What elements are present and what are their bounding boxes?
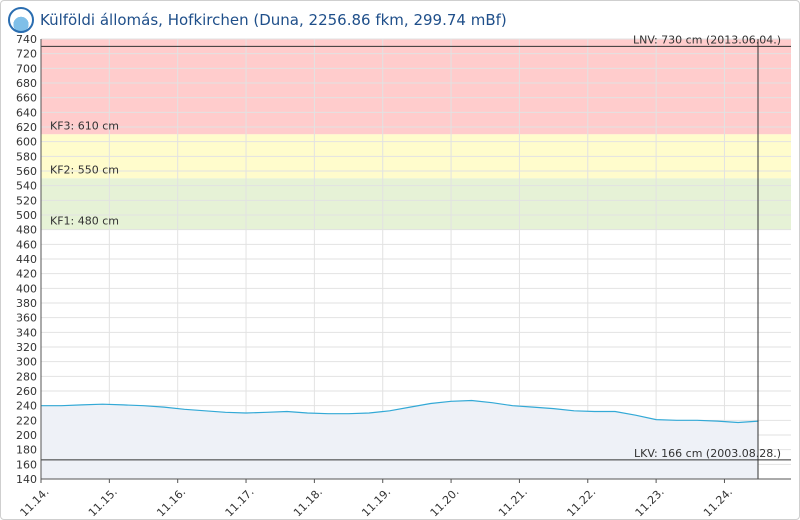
y-tick-label: 560 [16, 165, 37, 178]
y-tick-label: 500 [16, 209, 37, 222]
x-tick-label: 11.17. [223, 485, 257, 519]
ovf-logo-icon [8, 7, 34, 33]
y-tick-label: 340 [16, 326, 37, 339]
y-tick-label: 700 [16, 62, 37, 75]
y-tick-label: 480 [16, 224, 37, 237]
y-tick-label: 600 [16, 136, 37, 149]
x-tick-label: 11.24. [701, 485, 735, 519]
y-tick-label: 180 [16, 444, 37, 457]
alert-band-1 [41, 178, 791, 230]
alert-band-label: KF3: 610 cm [50, 119, 119, 132]
x-tick-label: 11.19. [359, 485, 393, 519]
y-tick-label: 520 [16, 194, 37, 207]
chart-header: Külföldi állomás, Hofkirchen (Duna, 2256… [8, 6, 507, 34]
chart-title: Külföldi állomás, Hofkirchen (Duna, 2256… [40, 11, 507, 29]
x-tick-label: 11.21. [496, 485, 530, 519]
y-tick-label: 620 [16, 121, 37, 134]
y-tick-label: 420 [16, 268, 37, 281]
x-tick-label: 11.14. [18, 485, 52, 519]
y-tick-label: 320 [16, 341, 37, 354]
y-tick-label: 640 [16, 106, 37, 119]
y-tick-label: 740 [16, 33, 37, 46]
y-tick-label: 200 [16, 429, 37, 442]
y-tick-label: 280 [16, 370, 37, 383]
x-tick-label: 11.18. [291, 485, 325, 519]
series-line [41, 399, 759, 424]
x-tick-label: 11.16. [154, 485, 188, 519]
alert-band-label: KF2: 550 cm [50, 163, 119, 176]
y-tick-label: 300 [16, 356, 37, 369]
y-tick-label: 140 [16, 473, 37, 486]
y-tick-label: 400 [16, 282, 37, 295]
x-tick-label: 11.23. [633, 485, 667, 519]
y-tick-label: 540 [16, 180, 37, 193]
y-tick-label: 220 [16, 414, 37, 427]
y-tick-label: 660 [16, 92, 37, 105]
reference-line-label: LNV: 730 cm (2013.06.04.) [633, 33, 781, 46]
y-tick-label: 440 [16, 253, 37, 266]
x-tick-label: 11.20. [428, 485, 462, 519]
y-tick-label: 260 [16, 385, 37, 398]
y-tick-label: 360 [16, 312, 37, 325]
y-tick-label: 680 [16, 77, 37, 90]
x-tick-label: 11.15. [86, 485, 120, 519]
alert-band-label: KF1: 480 cm [50, 215, 119, 228]
alert-band-3 [41, 39, 791, 135]
y-tick-label: 240 [16, 400, 37, 413]
y-tick-label: 580 [16, 150, 37, 163]
y-tick-label: 160 [16, 458, 37, 471]
reference-line-label: LKV: 166 cm (2003.08.28.) [634, 447, 781, 460]
series-area [41, 400, 759, 479]
y-tick-label: 460 [16, 238, 37, 251]
x-tick-label: 11.22. [564, 485, 598, 519]
y-tick-label: 380 [16, 297, 37, 310]
y-tick-label: 720 [16, 48, 37, 61]
